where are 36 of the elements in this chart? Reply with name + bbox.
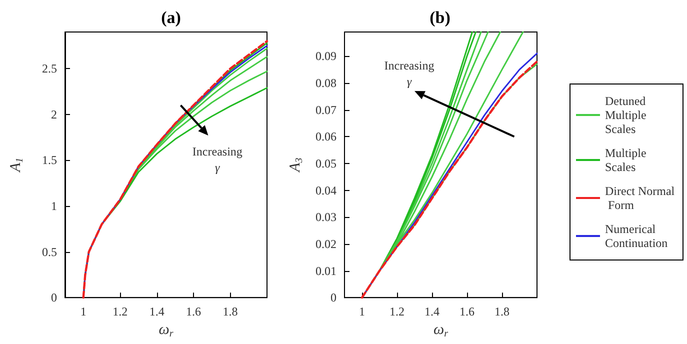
y-tick-label: 0 xyxy=(330,290,336,305)
y-tick-label: 0.08 xyxy=(316,76,336,90)
y-axis-title: A3 xyxy=(288,158,305,173)
y-tick-label: 0 xyxy=(51,290,57,305)
y-tick-label: 0.07 xyxy=(316,102,336,117)
x-tick-label: 1 xyxy=(359,304,365,319)
y-tick-label: 2.5 xyxy=(42,62,57,76)
legend-label: Detuned Multiple Scales xyxy=(605,94,650,136)
annotation: Increasing γ xyxy=(384,58,434,89)
x-tick-label: 1.2 xyxy=(112,304,128,319)
y-axis-title: A1 xyxy=(8,158,26,173)
chart-title: (a) xyxy=(161,8,181,27)
y-tick-label: 0.5 xyxy=(42,244,57,259)
annotation: Increasing γ xyxy=(192,144,242,175)
y-tick-label: 0.03 xyxy=(316,210,336,224)
y-tick-label: 0.09 xyxy=(316,49,336,64)
x-tick-label: 1.8 xyxy=(494,304,510,319)
y-tick-label: 1.5 xyxy=(42,153,57,168)
legend-label: Numerical Continuation xyxy=(605,222,668,250)
legend-label: Multiple Scales xyxy=(605,146,650,174)
x-tick-label: 1.4 xyxy=(424,304,440,319)
x-tick-label: 1.2 xyxy=(390,304,404,319)
y-tick-label: 2 xyxy=(51,107,57,122)
x-tick-label: 1 xyxy=(80,304,86,319)
x-tick-label: 1.6 xyxy=(186,304,202,319)
y-tick-label: 0.04 xyxy=(316,183,336,198)
y-tick-label: 0.01 xyxy=(316,264,336,278)
y-tick-label: 0.05 xyxy=(316,156,336,170)
y-tick-label: 0.02 xyxy=(316,236,336,251)
x-tick-label: 1.8 xyxy=(222,304,238,319)
y-tick-label: 0.06 xyxy=(316,130,336,144)
legend-label: Direct Normal Form xyxy=(605,184,676,212)
x-tick-label: 1.4 xyxy=(149,304,164,319)
chart-title: (b) xyxy=(430,8,450,27)
x-tick-label: 1.6 xyxy=(460,304,474,319)
y-tick-label: 1 xyxy=(51,199,57,214)
